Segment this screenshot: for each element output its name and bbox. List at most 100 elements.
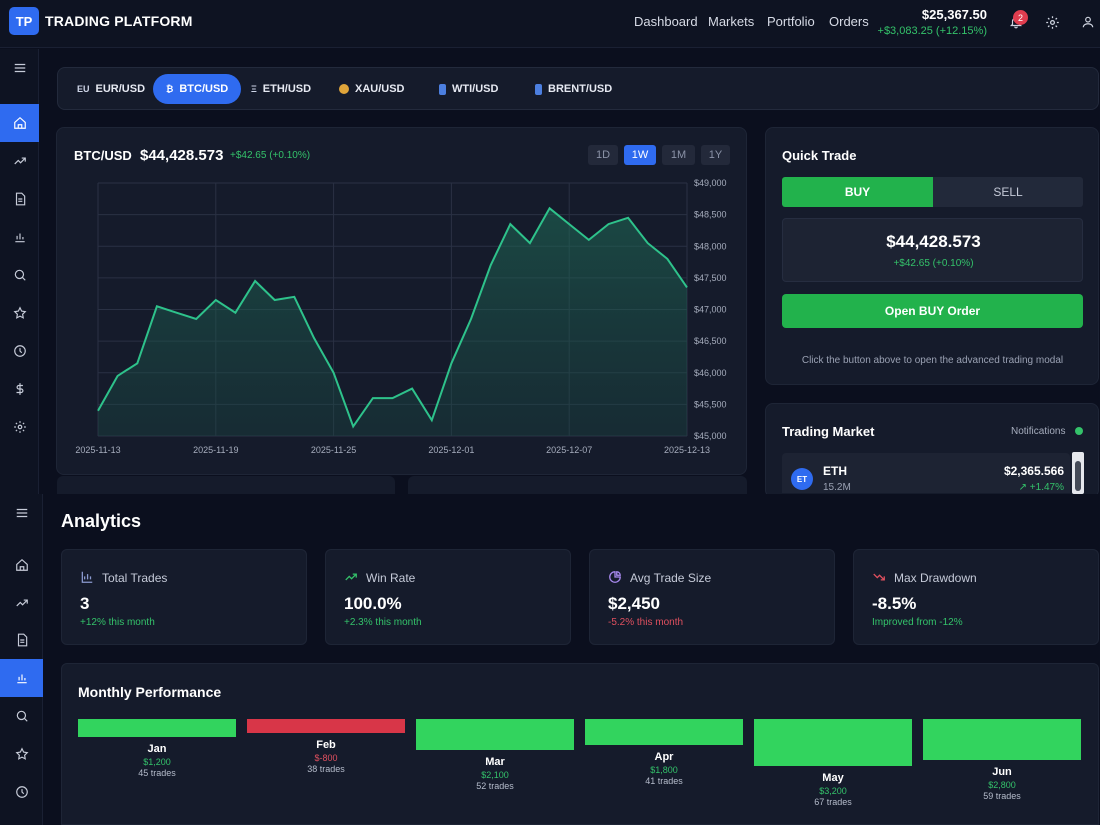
- price-area: [98, 208, 687, 436]
- tab-wti-usd[interactable]: WTI/USD: [426, 74, 511, 104]
- gear-icon[interactable]: [1043, 13, 1061, 31]
- sidebar-item-settings[interactable]: [0, 408, 39, 446]
- analytics-title: Analytics: [61, 511, 142, 531]
- avatar: ET: [791, 468, 813, 490]
- eu-flag-icon: EU: [77, 84, 90, 94]
- bar-chart-icon: [14, 233, 25, 243]
- user-icon[interactable]: [1079, 13, 1097, 31]
- balance-change: +$3,083.25 (+12.15%): [877, 25, 987, 37]
- nav-markets[interactable]: Markets: [708, 14, 755, 29]
- sidebar-item-history[interactable]: [0, 773, 43, 811]
- bar-chart-icon: [81, 571, 93, 583]
- scrollbar[interactable]: [1072, 452, 1084, 494]
- tab-label: XAU/USD: [355, 83, 405, 95]
- sidebar-item-favorites[interactable]: [0, 735, 43, 773]
- sidebar-item-analytics[interactable]: [0, 659, 43, 697]
- month-label-jan: Jan $1,200 45 trades: [78, 743, 236, 778]
- ethereum-icon: Ξ: [251, 84, 257, 94]
- nav-portfolio[interactable]: Portfolio: [767, 14, 815, 29]
- month-value: $2,100: [481, 769, 509, 780]
- tab-eth-usd[interactable]: Ξ ETH/USD: [238, 74, 324, 104]
- x-tick-label: 2025-11-25: [311, 445, 356, 455]
- nav-orders[interactable]: Orders: [829, 14, 869, 29]
- oil-barrel-icon: [439, 83, 446, 95]
- notification-badge: 2: [1013, 10, 1028, 25]
- trending-icon: [15, 599, 28, 607]
- timeframe-1w[interactable]: 1W: [624, 145, 656, 165]
- month-name: Jan: [147, 742, 167, 755]
- sidebar-item-search[interactable]: [0, 697, 43, 735]
- sidebar-item-analytics[interactable]: [0, 218, 39, 256]
- chart-price: $44,428.573: [140, 147, 224, 164]
- scrollbar-thumb[interactable]: [1075, 461, 1081, 491]
- y-tick-label: $48,000: [694, 241, 727, 251]
- month-bar-jan[interactable]: [78, 719, 236, 737]
- month-bar-may[interactable]: [754, 719, 912, 766]
- pair-tabs: EU EUR/USD ₿ BTC/USD Ξ ETH/USD XAU/USD W…: [57, 67, 1099, 110]
- stat-label: Max Drawdown: [894, 571, 977, 585]
- sidebar-item-documents[interactable]: [0, 180, 39, 218]
- y-tick-label: $46,500: [694, 336, 727, 346]
- tab-label: WTI/USD: [452, 83, 499, 95]
- sidebar-item-history[interactable]: [0, 332, 39, 370]
- tab-brent-usd[interactable]: BRENT/USD: [522, 74, 625, 104]
- x-tick-label: 2025-12-13: [664, 445, 710, 455]
- sell-tab[interactable]: SELL: [933, 177, 1083, 207]
- tab-xau-usd[interactable]: XAU/USD: [326, 74, 418, 104]
- list-item[interactable]: ET ETH 15.2M $2,365.566 ↗ +1.47%: [782, 453, 1070, 493]
- sidebar-item-search[interactable]: [0, 256, 39, 294]
- sidebar-item-home[interactable]: [0, 546, 43, 584]
- timeframe-1y[interactable]: 1Y: [701, 145, 730, 165]
- sidebar-item-favorites[interactable]: [0, 294, 39, 332]
- sidebar-item-finance[interactable]: [0, 370, 39, 408]
- pie-chart-icon: [609, 571, 621, 583]
- balance-value: $25,367.50: [921, 7, 987, 22]
- star-icon: [12, 306, 27, 319]
- month-name: Jun: [992, 766, 1012, 779]
- month-bar-feb[interactable]: [247, 719, 405, 733]
- buy-tab[interactable]: BUY: [782, 177, 933, 207]
- home-icon: [15, 558, 28, 571]
- chart-symbol: BTC/USD: [74, 148, 132, 163]
- clock-icon: [15, 786, 28, 798]
- stat-sub: +12% this month: [80, 617, 155, 628]
- sidebar-lower: [0, 494, 43, 825]
- month-bar-apr[interactable]: [585, 719, 743, 746]
- tab-eur-usd[interactable]: EU EUR/USD: [64, 74, 158, 104]
- month-trades: 41 trades: [645, 776, 683, 787]
- sidebar-menu-icon[interactable]: [0, 494, 43, 532]
- brand-title: TRADING PLATFORM: [45, 13, 193, 29]
- document-icon: [17, 633, 27, 647]
- month-trades: 67 trades: [814, 797, 852, 807]
- home-icon: [13, 116, 26, 129]
- gear-icon: [13, 421, 26, 433]
- sidebar-item-documents[interactable]: [0, 621, 43, 659]
- sidebar-item-markets[interactable]: [0, 142, 39, 180]
- month-bar-jun[interactable]: [923, 719, 1081, 761]
- sidebar-item-markets[interactable]: [0, 584, 43, 622]
- logo: TP: [9, 7, 39, 35]
- timeframe-1d[interactable]: 1D: [588, 145, 618, 165]
- y-tick-label: $45,000: [694, 431, 727, 441]
- trending-down-icon: [873, 573, 885, 581]
- stat-label: Total Trades: [102, 571, 168, 585]
- sidebar-menu-icon[interactable]: [0, 49, 39, 87]
- nav-dashboard[interactable]: Dashboard: [634, 14, 698, 29]
- tab-btc-usd[interactable]: ₿ BTC/USD: [153, 74, 242, 104]
- month-bar-mar[interactable]: [416, 719, 574, 750]
- timeframe-1m[interactable]: 1M: [662, 145, 695, 165]
- quick-price-box: $44,428.573 +$42.65 (+0.10%): [782, 218, 1083, 282]
- notification-status-dot: [1075, 427, 1083, 435]
- month-trades: 59 trades: [983, 791, 1021, 802]
- stat-sub: +2.3% this month: [344, 617, 422, 628]
- tab-label: EUR/USD: [95, 83, 146, 95]
- stat-win-rate: Win Rate 100.0% +2.3% this month: [325, 549, 571, 645]
- sidebar-item-home[interactable]: [0, 104, 39, 142]
- month-value: $1,200: [143, 756, 171, 767]
- monthly-performance-title: Monthly Performance: [78, 684, 222, 700]
- open-buy-order-button[interactable]: Open BUY Order: [782, 294, 1083, 328]
- month-trades: 38 trades: [307, 764, 345, 774]
- x-tick-label: 2025-12-01: [428, 445, 474, 455]
- tab-label: BRENT/USD: [548, 83, 613, 95]
- month-trades: 52 trades: [476, 780, 514, 791]
